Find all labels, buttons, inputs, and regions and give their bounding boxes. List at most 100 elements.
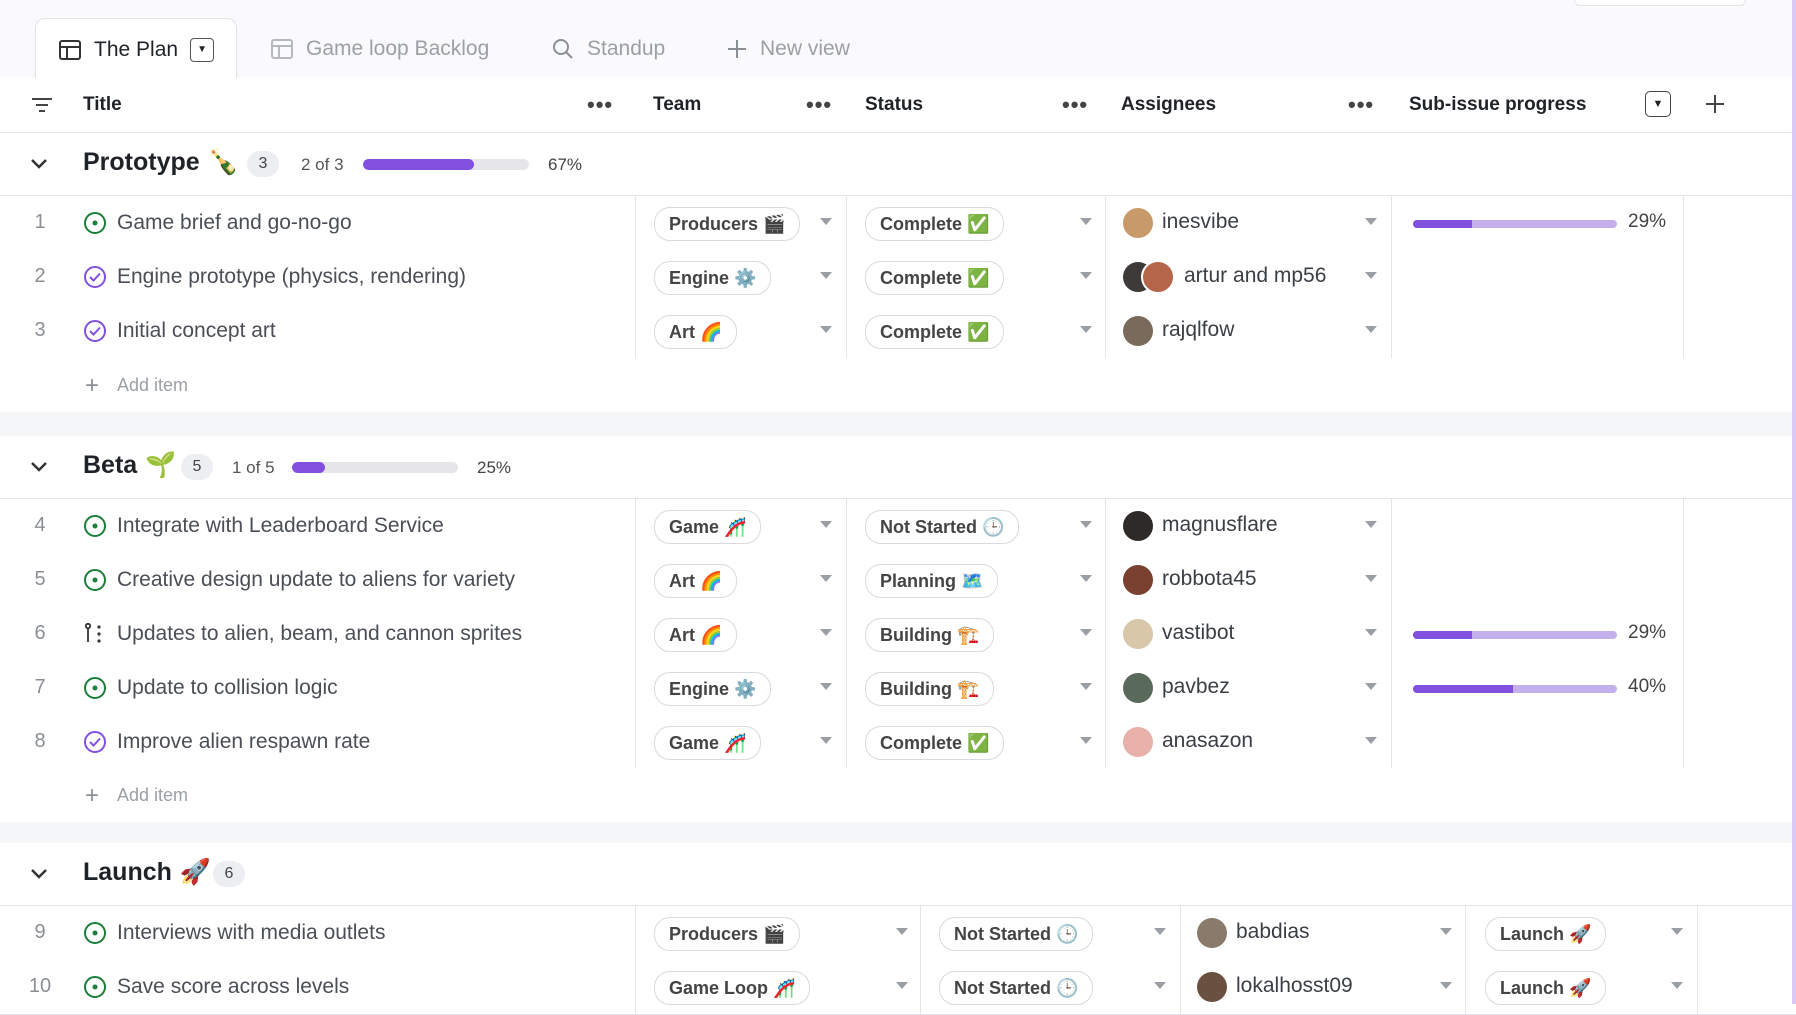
column-header-title[interactable]: Title [83, 94, 122, 115]
table-row[interactable]: 5 Creative design update to aliens for va… [0, 553, 1796, 608]
table-row[interactable]: 8 Improve alien respawn rate Game 🎢 Complet… [0, 715, 1796, 770]
chevron-down-icon[interactable] [28, 455, 50, 477]
status-dropdown-caret-icon[interactable] [1080, 737, 1092, 744]
team-label[interactable]: Game Loop 🎢 [654, 971, 811, 1005]
column-header-assignees[interactable]: Assignees [1121, 94, 1217, 115]
column-menu-icon[interactable]: ••• [587, 92, 614, 117]
assignee-name[interactable]: pavbez [1162, 675, 1230, 698]
column-header-status[interactable]: Status [865, 94, 924, 115]
team-dropdown-caret-icon[interactable] [820, 683, 832, 690]
assignee-name[interactable]: babdias [1236, 920, 1310, 943]
add-item-button[interactable]: + Add item [0, 768, 1796, 822]
team-label[interactable]: Game 🎢 [654, 510, 762, 544]
item-title-link[interactable]: Initial concept art [117, 319, 276, 342]
team-dropdown-caret-icon[interactable] [820, 218, 832, 225]
table-row[interactable]: 10 Save score across levels Game Loop 🎢 Not… [0, 960, 1796, 1015]
new-view-button[interactable]: New view [726, 20, 850, 78]
assignee-name[interactable]: anasazon [1162, 729, 1254, 752]
table-row[interactable]: 3 Initial concept art Art 🌈 Complete ✅ rajql… [0, 304, 1796, 359]
table-row[interactable]: 4 Integrate with Leaderboard Service Game … [0, 499, 1796, 554]
status-label[interactable]: Complete ✅ [865, 261, 1005, 295]
assignee-dropdown-caret-icon[interactable] [1365, 218, 1377, 225]
status-label[interactable]: Not Started 🕒 [865, 510, 1020, 544]
status-dropdown-caret-icon[interactable] [1080, 326, 1092, 333]
table-row[interactable]: 1 Game brief and go-no-go Producers 🎬 Compl… [0, 196, 1796, 251]
item-title-link[interactable]: Improve alien respawn rate [117, 730, 371, 753]
assignee-name[interactable]: lokalhosst09 [1236, 974, 1353, 997]
status-dropdown-caret-icon[interactable] [1080, 218, 1092, 225]
status-dropdown-caret-icon[interactable] [1080, 272, 1092, 279]
column-dropdown-button[interactable]: ▼ [1645, 91, 1671, 117]
assignee-dropdown-caret-icon[interactable] [1440, 928, 1452, 935]
status-label[interactable]: Not Started 🕒 [939, 917, 1094, 951]
tab-options-dropdown[interactable]: ▼ [190, 37, 215, 62]
status-label[interactable]: Building 🏗️ [865, 618, 995, 652]
tab-game-loop-backlog[interactable]: Game loop Backlog [270, 20, 489, 78]
assignee-dropdown-caret-icon[interactable] [1365, 683, 1377, 690]
assignee-name[interactable]: rajqlfow [1162, 318, 1235, 341]
table-row[interactable]: 9 Interviews with media outlets Producers … [0, 906, 1796, 961]
item-title-link[interactable]: Interviews with media outlets [117, 921, 386, 944]
milestone-label[interactable]: Launch 🚀 [1485, 971, 1607, 1005]
table-row[interactable]: 2 Engine prototype (physics, rendering) En… [0, 250, 1796, 305]
tab-the-plan[interactable]: The Plan ▼ [35, 18, 238, 80]
table-row[interactable]: 6 Updates to alien, beam, and cannon spri… [0, 607, 1796, 662]
chevron-down-icon[interactable] [28, 862, 50, 884]
assignee-dropdown-caret-icon[interactable] [1365, 737, 1377, 744]
column-header-sub-issue-progress[interactable]: Sub-issue progress [1409, 94, 1587, 115]
team-dropdown-caret-icon[interactable] [820, 521, 832, 528]
assignee-dropdown-caret-icon[interactable] [1365, 326, 1377, 333]
status-dropdown-caret-icon[interactable] [1154, 982, 1166, 989]
milestone-dropdown-caret-icon[interactable] [1671, 982, 1683, 989]
item-title-link[interactable]: Creative design update to aliens for var… [117, 568, 516, 591]
team-dropdown-caret-icon[interactable] [820, 629, 832, 636]
status-label[interactable]: Complete ✅ [865, 726, 1005, 760]
team-dropdown-caret-icon[interactable] [896, 982, 908, 989]
assignee-dropdown-caret-icon[interactable] [1365, 575, 1377, 582]
item-title-link[interactable]: Engine prototype (physics, rendering) [117, 265, 467, 288]
assignee-name[interactable]: magnusflare [1162, 513, 1278, 536]
status-label[interactable]: Complete ✅ [865, 315, 1005, 349]
team-dropdown-caret-icon[interactable] [820, 272, 832, 279]
team-dropdown-caret-icon[interactable] [820, 575, 832, 582]
status-label[interactable]: Planning 🗺️ [865, 564, 999, 598]
team-dropdown-caret-icon[interactable] [820, 737, 832, 744]
team-dropdown-caret-icon[interactable] [820, 326, 832, 333]
item-title-link[interactable]: Update to collision logic [117, 676, 338, 699]
table-row[interactable]: 7 Update to collision logic Engine ⚙️ Build… [0, 661, 1796, 716]
status-label[interactable]: Complete ✅ [865, 207, 1005, 241]
team-label[interactable]: Game 🎢 [654, 726, 762, 760]
column-menu-icon[interactable]: ••• [1348, 92, 1375, 117]
item-title-link[interactable]: Save score across levels [117, 975, 350, 998]
assignee-name[interactable]: inesvibe [1162, 210, 1240, 233]
chevron-down-icon[interactable] [28, 152, 50, 174]
column-menu-icon[interactable]: ••• [806, 92, 833, 117]
assignee-dropdown-caret-icon[interactable] [1365, 629, 1377, 636]
add-column-icon[interactable] [1704, 93, 1726, 115]
column-header-team[interactable]: Team [653, 94, 702, 115]
team-label[interactable]: Engine ⚙️ [654, 261, 772, 295]
status-dropdown-caret-icon[interactable] [1080, 575, 1092, 582]
status-dropdown-caret-icon[interactable] [1080, 683, 1092, 690]
tab-standup[interactable]: Standup [551, 20, 665, 78]
team-label[interactable]: Producers 🎬 [654, 207, 801, 241]
status-label[interactable]: Building 🏗️ [865, 672, 995, 706]
item-title-link[interactable]: Integrate with Leaderboard Service [117, 514, 444, 537]
column-menu-icon[interactable]: ••• [1062, 92, 1089, 117]
status-dropdown-caret-icon[interactable] [1080, 521, 1092, 528]
item-title-link[interactable]: Game brief and go-no-go [117, 211, 352, 234]
assignee-dropdown-caret-icon[interactable] [1440, 982, 1452, 989]
team-dropdown-caret-icon[interactable] [896, 928, 908, 935]
team-label[interactable]: Art 🌈 [654, 315, 738, 349]
team-label[interactable]: Art 🌈 [654, 618, 738, 652]
milestone-label[interactable]: Launch 🚀 [1485, 917, 1607, 951]
item-title-link[interactable]: Updates to alien, beam, and cannon sprit… [117, 622, 523, 645]
assignee-name[interactable]: robbota45 [1162, 567, 1257, 590]
status-label[interactable]: Not Started 🕒 [939, 971, 1094, 1005]
status-dropdown-caret-icon[interactable] [1080, 629, 1092, 636]
milestone-dropdown-caret-icon[interactable] [1671, 928, 1683, 935]
add-item-button[interactable]: + Add item [0, 358, 1796, 412]
team-label[interactable]: Engine ⚙️ [654, 672, 772, 706]
filter-icon[interactable] [31, 96, 53, 114]
assignee-dropdown-caret-icon[interactable] [1365, 521, 1377, 528]
